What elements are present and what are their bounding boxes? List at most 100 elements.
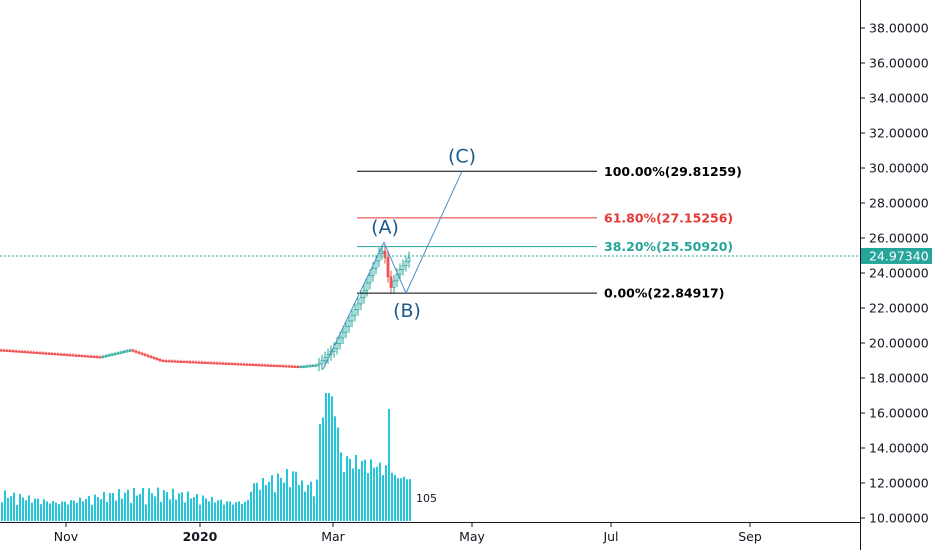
volume-bar bbox=[70, 500, 72, 521]
volume-bar bbox=[226, 501, 228, 521]
candle-down bbox=[92, 355, 96, 358]
candle-down bbox=[170, 360, 174, 363]
volume-bar bbox=[208, 501, 210, 521]
volume-bar bbox=[187, 491, 189, 521]
candle-down bbox=[149, 355, 153, 358]
volume-bar bbox=[127, 489, 129, 521]
volume-bar bbox=[19, 493, 21, 521]
candle-up bbox=[104, 355, 108, 358]
volume-bar bbox=[211, 497, 213, 521]
fib-label-61.8: 61.80%(27.15256) bbox=[604, 210, 733, 225]
y-tick-label: 28.00000 bbox=[869, 196, 929, 211]
volume-bar bbox=[298, 485, 300, 521]
candle-down bbox=[83, 355, 87, 358]
candle-down bbox=[17, 350, 21, 353]
candle-up bbox=[335, 343, 339, 349]
x-tick-label: Sep bbox=[738, 529, 762, 544]
candle-up bbox=[308, 365, 312, 368]
candle-down bbox=[14, 350, 18, 353]
candle-up bbox=[368, 275, 372, 284]
candle-down bbox=[296, 366, 300, 369]
candle-down bbox=[146, 354, 150, 357]
volume-bar bbox=[214, 502, 216, 521]
volume-bar bbox=[169, 499, 171, 521]
volume-bar bbox=[346, 456, 348, 521]
candle-down bbox=[185, 361, 189, 364]
volume-bar bbox=[301, 480, 303, 521]
candle-down bbox=[206, 362, 210, 365]
wave-path bbox=[322, 171, 463, 370]
volume-bar bbox=[292, 471, 294, 521]
volume-bar bbox=[250, 491, 252, 521]
volume-bar bbox=[163, 490, 165, 521]
candle-up bbox=[407, 257, 411, 263]
current-price-tag-bg bbox=[861, 247, 932, 264]
current-price-tag: 24.97340 bbox=[861, 247, 932, 264]
volume-bar bbox=[364, 459, 366, 521]
y-tick-label: 14.00000 bbox=[869, 441, 929, 456]
volume-badge-text: 105 bbox=[416, 492, 437, 505]
volume-bar bbox=[157, 487, 159, 521]
candle-down bbox=[263, 364, 267, 367]
candle-down bbox=[68, 354, 72, 357]
candle-up bbox=[110, 353, 114, 356]
candle-up bbox=[347, 320, 351, 327]
candle-down bbox=[53, 353, 57, 356]
candle-down bbox=[152, 356, 156, 359]
volume-bar bbox=[193, 497, 195, 521]
x-tick-label: Mar bbox=[321, 529, 345, 544]
candle-down bbox=[248, 363, 252, 366]
y-tick-label: 12.00000 bbox=[869, 476, 929, 491]
volume-bar bbox=[253, 483, 255, 521]
volume-bar bbox=[25, 500, 27, 521]
volume-bar bbox=[325, 393, 327, 521]
volume-bar bbox=[82, 501, 84, 521]
volume-bar bbox=[130, 502, 132, 521]
volume-bar bbox=[178, 493, 180, 521]
candle-up bbox=[404, 261, 408, 266]
volume-bar bbox=[277, 473, 279, 521]
volume-bar bbox=[106, 501, 108, 521]
volume-bar bbox=[322, 417, 324, 521]
candle-down bbox=[227, 362, 231, 365]
candle-up bbox=[299, 366, 303, 369]
volume-bar bbox=[88, 495, 90, 521]
y-tick-label: 16.00000 bbox=[869, 406, 929, 421]
candle-down bbox=[260, 364, 264, 367]
y-tick-label: 38.00000 bbox=[869, 21, 929, 36]
candle-up bbox=[320, 360, 324, 365]
volume-bar bbox=[361, 460, 363, 521]
time-axis[interactable]: Nov 2020 Mar May Jul Sep bbox=[54, 522, 762, 544]
volume-bar bbox=[61, 501, 63, 521]
volume-bar bbox=[289, 487, 291, 521]
volume-bar bbox=[286, 469, 288, 521]
candle-down bbox=[134, 350, 138, 353]
candle-down bbox=[80, 355, 84, 358]
volume-bar bbox=[319, 424, 321, 521]
volume-bar bbox=[64, 501, 66, 521]
elliott-wave-drawing[interactable]: (A) (B) (C) bbox=[322, 145, 476, 370]
candle-up bbox=[101, 355, 105, 358]
volume-bar bbox=[103, 491, 105, 521]
y-tick-label: 32.00000 bbox=[869, 126, 929, 141]
volume-bar bbox=[352, 468, 354, 521]
volume-bar bbox=[385, 465, 387, 521]
candle-down bbox=[239, 363, 243, 366]
y-tick-label: 34.00000 bbox=[869, 91, 929, 106]
candle-down bbox=[272, 364, 276, 367]
candle-down bbox=[56, 353, 60, 356]
volume-bar bbox=[259, 489, 261, 521]
candle-down bbox=[95, 356, 99, 359]
x-tick-label: Jul bbox=[602, 529, 618, 544]
fib-label-100: 100.00%(29.81259) bbox=[604, 164, 742, 179]
volume-bar bbox=[241, 503, 243, 521]
price-axis[interactable]: 38.00000 36.00000 34.00000 32.00000 30.00000… bbox=[860, 21, 929, 526]
volume-bar bbox=[202, 495, 204, 521]
volume-bar bbox=[271, 475, 273, 521]
candle-down bbox=[155, 357, 159, 360]
volume-bar bbox=[373, 467, 375, 521]
volume-bar bbox=[67, 504, 69, 521]
fibonacci-retracement[interactable]: 100.00%(29.81259) 61.80%(27.15256) 38.20… bbox=[357, 164, 742, 301]
candle-down bbox=[284, 365, 288, 368]
